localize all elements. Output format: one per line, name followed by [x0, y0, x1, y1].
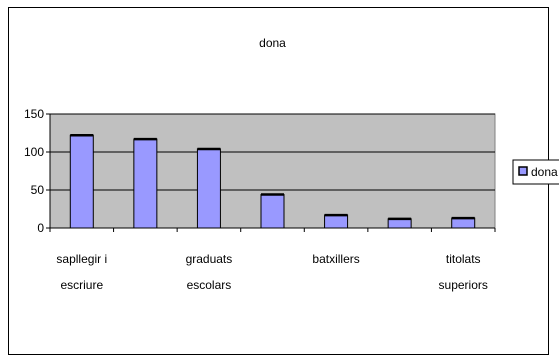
bar	[387, 218, 412, 229]
bar	[196, 148, 221, 229]
axes: 0 50 100 150 sapllegir i escriure graduats esco…	[24, 107, 496, 292]
chart-title: dona	[259, 36, 286, 50]
x-tick-label: escriure	[60, 278, 103, 292]
y-tick-label: 150	[24, 107, 44, 121]
gridlines	[50, 113, 495, 191]
bars	[69, 134, 476, 229]
bar	[451, 217, 476, 229]
legend: dona	[512, 159, 559, 185]
bar	[324, 214, 349, 229]
bar	[133, 138, 158, 229]
y-tick-label: 0	[37, 221, 44, 235]
bar	[260, 194, 285, 229]
y-tick-label: 100	[24, 145, 44, 159]
x-tick-label: graduats	[186, 252, 233, 266]
x-tick-label: batxillers	[312, 252, 359, 266]
bar	[69, 134, 94, 229]
x-tick-label: escolars	[187, 278, 232, 292]
legend-swatch	[518, 166, 528, 176]
legend-label: dona	[531, 165, 558, 179]
y-tick-label: 50	[31, 183, 45, 197]
x-tick-label: titolats	[446, 252, 481, 266]
x-tick-label: superiors	[439, 278, 488, 292]
x-tick-label: sapllegir i	[56, 252, 107, 266]
